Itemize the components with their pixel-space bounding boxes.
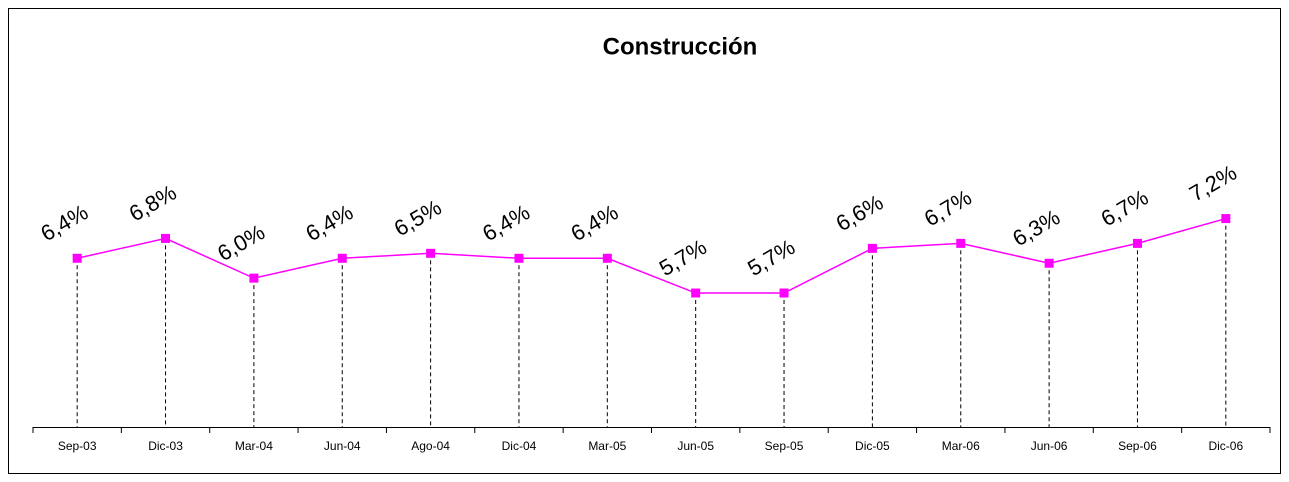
x-tick-label: Dic-06 [1208, 439, 1243, 453]
chart-border [8, 8, 1281, 474]
marker [161, 233, 171, 243]
x-tick-label: Sep-05 [765, 439, 804, 453]
line [77, 217, 1227, 294]
marker [337, 253, 347, 263]
marker [426, 248, 436, 258]
x-tick-label: Jun-04 [324, 439, 361, 453]
marker [691, 288, 701, 298]
x-tick-label: Mar-04 [235, 439, 273, 453]
marker [72, 253, 82, 263]
marker [1132, 238, 1142, 248]
marker [602, 253, 612, 263]
x-tick-label: Mar-06 [942, 439, 980, 453]
x-tick-label: Dic-03 [148, 439, 183, 453]
x-tick-label: Jun-05 [677, 439, 714, 453]
marker [1044, 258, 1054, 268]
x-tick-label: Ago-04 [411, 439, 450, 453]
marker [779, 288, 789, 298]
marker [514, 253, 524, 263]
x-tick-label: Sep-03 [58, 439, 97, 453]
marker [1221, 214, 1231, 224]
x-tick-label: Dic-04 [502, 439, 537, 453]
x-tick-label: Jun-06 [1031, 439, 1068, 453]
marker [867, 243, 877, 253]
x-tick-label: Dic-05 [855, 439, 890, 453]
chart-title: Construcción [603, 33, 758, 60]
marker [956, 238, 966, 248]
marker [249, 273, 259, 283]
x-tick-label: Sep-06 [1118, 439, 1157, 453]
x-tick-label: Mar-05 [588, 439, 626, 453]
